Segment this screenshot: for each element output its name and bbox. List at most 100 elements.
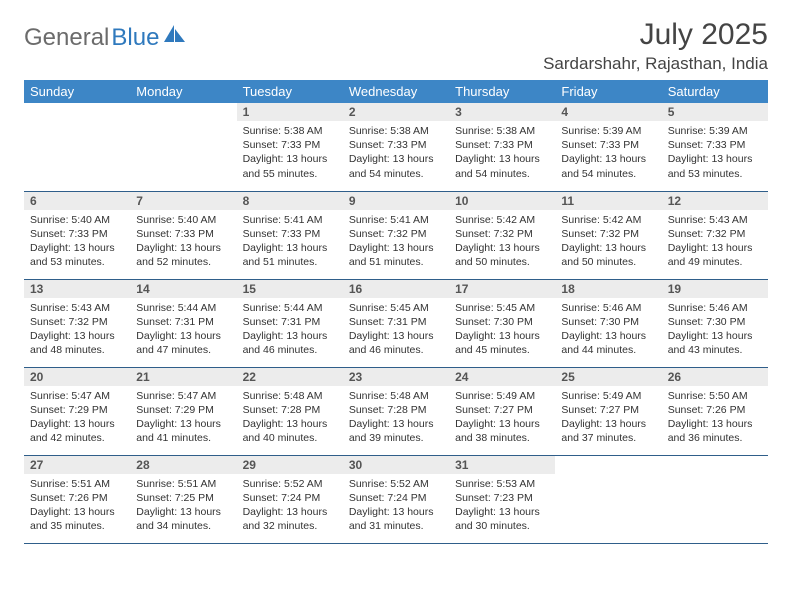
calendar-day-cell: 25Sunrise: 5:49 AMSunset: 7:27 PMDayligh… — [555, 367, 661, 455]
day-number: 18 — [555, 280, 661, 298]
day-details: Sunrise: 5:44 AMSunset: 7:31 PMDaylight:… — [130, 298, 236, 362]
day-number: 27 — [24, 456, 130, 474]
sunset-text: Sunset: 7:25 PM — [136, 491, 230, 505]
calendar-day-cell: 8Sunrise: 5:41 AMSunset: 7:33 PMDaylight… — [237, 191, 343, 279]
sunset-text: Sunset: 7:29 PM — [136, 403, 230, 417]
sunrise-text: Sunrise: 5:42 AM — [561, 213, 655, 227]
daylight-text: Daylight: 13 hours and 53 minutes. — [668, 152, 762, 180]
calendar-day-cell: 16Sunrise: 5:45 AMSunset: 7:31 PMDayligh… — [343, 279, 449, 367]
day-details: Sunrise: 5:52 AMSunset: 7:24 PMDaylight:… — [343, 474, 449, 538]
daylight-text: Daylight: 13 hours and 50 minutes. — [561, 241, 655, 269]
daylight-text: Daylight: 13 hours and 35 minutes. — [30, 505, 124, 533]
sunset-text: Sunset: 7:33 PM — [136, 227, 230, 241]
calendar-body: 1Sunrise: 5:38 AMSunset: 7:33 PMDaylight… — [24, 103, 768, 543]
daylight-text: Daylight: 13 hours and 52 minutes. — [136, 241, 230, 269]
sunset-text: Sunset: 7:28 PM — [349, 403, 443, 417]
sunset-text: Sunset: 7:33 PM — [243, 227, 337, 241]
brand-part1: General — [24, 24, 109, 52]
day-number: 12 — [662, 192, 768, 210]
sunrise-text: Sunrise: 5:51 AM — [30, 477, 124, 491]
sunrise-text: Sunrise: 5:49 AM — [561, 389, 655, 403]
day-number: 23 — [343, 368, 449, 386]
calendar-day-cell: 12Sunrise: 5:43 AMSunset: 7:32 PMDayligh… — [662, 191, 768, 279]
calendar-empty-cell — [555, 455, 661, 543]
day-details: Sunrise: 5:38 AMSunset: 7:33 PMDaylight:… — [237, 121, 343, 185]
daylight-text: Daylight: 13 hours and 41 minutes. — [136, 417, 230, 445]
day-number: 17 — [449, 280, 555, 298]
calendar-day-cell: 15 Sunrise: 5:44 AMSunset: 7:31 PMDayligh… — [237, 279, 343, 367]
calendar-day-cell: 30Sunrise: 5:52 AMSunset: 7:24 PMDayligh… — [343, 455, 449, 543]
calendar-week-row: 6Sunrise: 5:40 AMSunset: 7:33 PMDaylight… — [24, 191, 768, 279]
day-number: 25 — [555, 368, 661, 386]
day-details: Sunrise: 5:43 AMSunset: 7:32 PMDaylight:… — [24, 298, 130, 362]
sunrise-text: Sunrise: 5:45 AM — [455, 301, 549, 315]
daylight-text: Daylight: 13 hours and 49 minutes. — [668, 241, 762, 269]
calendar-day-cell: 6Sunrise: 5:40 AMSunset: 7:33 PMDaylight… — [24, 191, 130, 279]
sunset-text: Sunset: 7:31 PM — [136, 315, 230, 329]
day-details: Sunrise: 5:42 AMSunset: 7:32 PMDaylight:… — [449, 210, 555, 274]
calendar-page: General Blue July 2025 Sardarshahr, Raja… — [0, 0, 792, 554]
daylight-text: Daylight: 13 hours and 46 minutes. — [243, 329, 337, 357]
day-number: 22 — [237, 368, 343, 386]
calendar-day-cell: 17Sunrise: 5:45 AMSunset: 7:30 PMDayligh… — [449, 279, 555, 367]
day-number: 9 — [343, 192, 449, 210]
sunset-text: Sunset: 7:24 PM — [243, 491, 337, 505]
calendar-day-cell: 4Sunrise: 5:39 AMSunset: 7:33 PMDaylight… — [555, 103, 661, 191]
day-details: Sunrise: 5:38 AMSunset: 7:33 PMDaylight:… — [449, 121, 555, 185]
calendar-week-row: 1Sunrise: 5:38 AMSunset: 7:33 PMDaylight… — [24, 103, 768, 191]
sunset-text: Sunset: 7:32 PM — [668, 227, 762, 241]
daylight-text: Daylight: 13 hours and 44 minutes. — [561, 329, 655, 357]
day-number: 8 — [237, 192, 343, 210]
sunrise-text: Sunrise: 5:44 AM — [243, 301, 337, 315]
day-number: 16 — [343, 280, 449, 298]
day-details: Sunrise: 5:45 AMSunset: 7:30 PMDaylight:… — [449, 298, 555, 362]
sunrise-text: Sunrise: 5:48 AM — [243, 389, 337, 403]
sunset-text: Sunset: 7:33 PM — [349, 138, 443, 152]
daylight-text: Daylight: 13 hours and 39 minutes. — [349, 417, 443, 445]
sunset-text: Sunset: 7:28 PM — [243, 403, 337, 417]
sunset-text: Sunset: 7:33 PM — [455, 138, 549, 152]
calendar-day-cell: 28Sunrise: 5:51 AMSunset: 7:25 PMDayligh… — [130, 455, 236, 543]
sunrise-text: Sunrise: 5:47 AM — [30, 389, 124, 403]
sunset-text: Sunset: 7:26 PM — [668, 403, 762, 417]
day-details: Sunrise: 5:40 AMSunset: 7:33 PMDaylight:… — [24, 210, 130, 274]
calendar-day-cell: 24Sunrise: 5:49 AMSunset: 7:27 PMDayligh… — [449, 367, 555, 455]
sunset-text: Sunset: 7:29 PM — [30, 403, 124, 417]
day-number: 30 — [343, 456, 449, 474]
sunrise-text: Sunrise: 5:38 AM — [455, 124, 549, 138]
weekday-header: Thursday — [449, 80, 555, 103]
sunset-text: Sunset: 7:33 PM — [668, 138, 762, 152]
day-number: 5 — [662, 103, 768, 121]
sunrise-text: Sunrise: 5:45 AM — [349, 301, 443, 315]
daylight-text: Daylight: 13 hours and 48 minutes. — [30, 329, 124, 357]
sunset-text: Sunset: 7:32 PM — [30, 315, 124, 329]
day-details: Sunrise: 5:49 AMSunset: 7:27 PMDaylight:… — [449, 386, 555, 450]
sunset-text: Sunset: 7:33 PM — [561, 138, 655, 152]
day-details: Sunrise: 5:50 AMSunset: 7:26 PMDaylight:… — [662, 386, 768, 450]
daylight-text: Daylight: 13 hours and 42 minutes. — [30, 417, 124, 445]
sunset-text: Sunset: 7:23 PM — [455, 491, 549, 505]
daylight-text: Daylight: 13 hours and 45 minutes. — [455, 329, 549, 357]
daylight-text: Daylight: 13 hours and 53 minutes. — [30, 241, 124, 269]
day-number: 26 — [662, 368, 768, 386]
daylight-text: Daylight: 13 hours and 43 minutes. — [668, 329, 762, 357]
weekday-header: Friday — [555, 80, 661, 103]
daylight-text: Daylight: 13 hours and 51 minutes. — [243, 241, 337, 269]
daylight-text: Daylight: 13 hours and 47 minutes. — [136, 329, 230, 357]
day-details: Sunrise: 5:49 AMSunset: 7:27 PMDaylight:… — [555, 386, 661, 450]
sunrise-text: Sunrise: 5:42 AM — [455, 213, 549, 227]
day-number: 4 — [555, 103, 661, 121]
day-details: Sunrise: 5:53 AMSunset: 7:23 PMDaylight:… — [449, 474, 555, 538]
day-details: Sunrise: 5:46 AMSunset: 7:30 PMDaylight:… — [555, 298, 661, 362]
sunrise-text: Sunrise: 5:46 AM — [561, 301, 655, 315]
sunset-text: Sunset: 7:31 PM — [243, 315, 337, 329]
calendar-day-cell: 7Sunrise: 5:40 AMSunset: 7:33 PMDaylight… — [130, 191, 236, 279]
calendar-day-cell: 5Sunrise: 5:39 AMSunset: 7:33 PMDaylight… — [662, 103, 768, 191]
calendar-empty-cell — [130, 103, 236, 191]
brand-logo: General Blue — [24, 18, 186, 52]
sunset-text: Sunset: 7:30 PM — [668, 315, 762, 329]
day-number: 15 — [237, 280, 343, 298]
daylight-text: Daylight: 13 hours and 31 minutes. — [349, 505, 443, 533]
day-number: 20 — [24, 368, 130, 386]
day-details: Sunrise: 5:42 AMSunset: 7:32 PMDaylight:… — [555, 210, 661, 274]
